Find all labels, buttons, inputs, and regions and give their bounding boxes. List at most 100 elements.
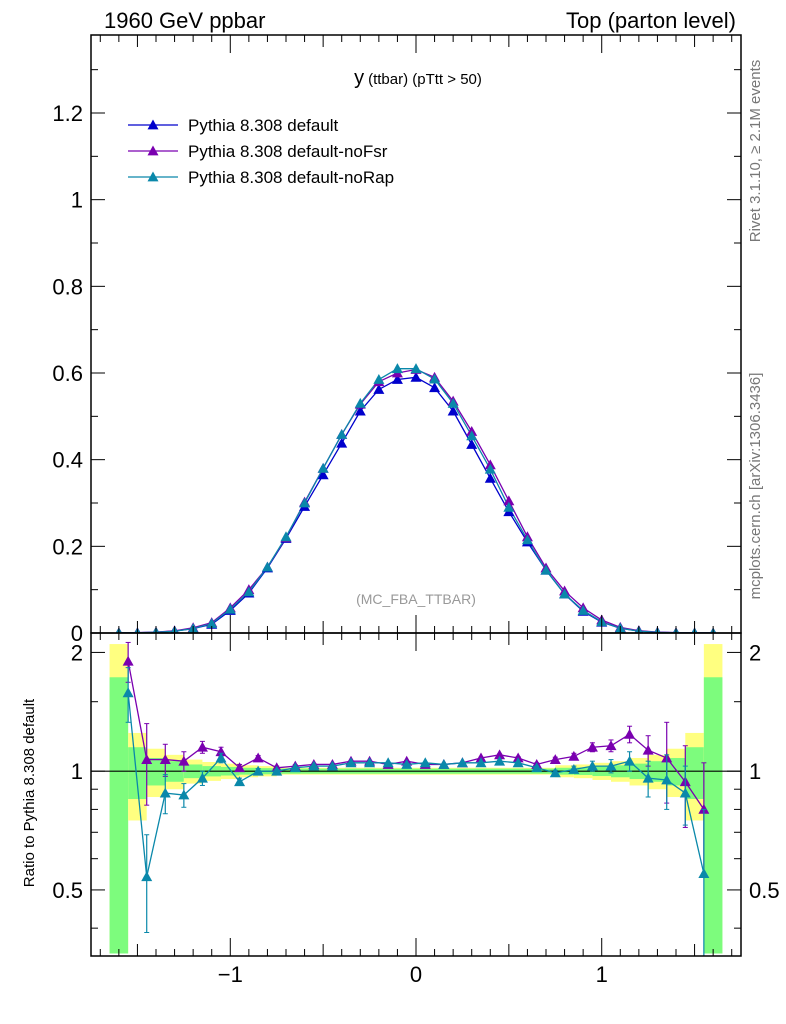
ratio-ytick-label-right: 2 — [749, 640, 761, 665]
ratio-point-noRap — [196, 772, 208, 783]
ratio-point-noRap — [456, 757, 468, 768]
main-ytick-label: 0.2 — [52, 534, 83, 559]
data-point-noRap — [336, 429, 348, 439]
ratio-point-noRap — [624, 755, 636, 766]
band-inner — [128, 747, 147, 800]
ratio-line-noRap — [127, 692, 705, 877]
data-point-noRap — [466, 430, 478, 441]
ratio-point-noRap — [586, 760, 598, 771]
band-inner — [703, 677, 723, 954]
data-point-noRap — [484, 463, 496, 474]
ratio-ytick-label: 0.5 — [52, 878, 83, 903]
ratio-point-noFsr — [141, 754, 153, 764]
data-point-noRap — [261, 561, 273, 572]
ratio-panel: −1 0 1 0.5 0.5 1 1 2 2 — [52, 632, 780, 987]
ratio-ytick-label-right: 1 — [749, 759, 761, 784]
data-point-default — [317, 469, 329, 480]
ratio-point-noFsr — [549, 754, 561, 764]
data-point-noRap — [429, 373, 441, 384]
main-ytick-label: 0 — [71, 621, 83, 646]
data-point-noRap — [540, 564, 552, 575]
header-right: Top (parton level) — [566, 8, 736, 33]
ratio-point-noFsr — [122, 655, 134, 666]
legend-marker-default — [147, 119, 159, 130]
data-point-noRap — [391, 363, 403, 374]
data-point-noRap — [206, 617, 218, 628]
xtick-label: 0 — [410, 962, 422, 987]
xtick-label: −1 — [218, 962, 243, 987]
ratio-point-noRap — [475, 757, 487, 768]
main-ytick-label: 0.6 — [52, 361, 83, 386]
data-point-noRap — [410, 363, 422, 374]
data-point-noRap — [243, 586, 255, 597]
data-point-default — [336, 437, 348, 448]
ratio-point-noFsr — [605, 740, 617, 751]
ratio-point-noRap — [234, 776, 246, 787]
data-point-default — [429, 382, 441, 393]
ratio-point-noRap — [642, 772, 654, 783]
data-point-noRap — [299, 497, 311, 508]
ratio-point-noFsr — [215, 746, 227, 757]
ratio-ytick-label-right: 0.5 — [749, 878, 780, 903]
ratio-point-noFsr — [159, 754, 171, 764]
ratio-point-noRap — [345, 757, 357, 768]
main-ytick-label: 1 — [71, 188, 83, 213]
ratio-point-noRap — [549, 767, 561, 778]
ratio-point-noFsr — [642, 744, 654, 755]
main-panel: 0 0.2 0.4 0.6 0.8 1 1.2 — [52, 34, 742, 646]
data-point-default — [410, 371, 422, 382]
legend-marker-noRap — [147, 171, 159, 182]
data-point-noRap — [521, 534, 533, 545]
ratio-point-noRap — [494, 755, 506, 766]
main-ytick-label: 1.2 — [52, 101, 83, 126]
ratio-point-noFsr — [586, 741, 598, 752]
data-point-default — [484, 472, 496, 483]
legend-label-noRap: Pythia 8.308 default-noRap — [188, 168, 394, 187]
plot-title-sub: (ttbar) (pTtt > 50) — [368, 71, 482, 88]
data-point-noRap — [354, 397, 366, 408]
band-inner — [685, 747, 704, 800]
data-point-noRap — [373, 374, 385, 384]
watermark: (MC_FBA_TTBAR) — [356, 591, 476, 607]
ratio-point-noFsr — [234, 762, 246, 773]
xtick-label: 1 — [596, 962, 608, 987]
ratio-point-noRap — [178, 789, 190, 800]
data-point-noRap — [559, 588, 571, 599]
data-point-noRap — [577, 604, 589, 615]
ratio-point-noRap — [661, 774, 673, 785]
ratio-point-noFsr — [698, 803, 710, 814]
ratio-point-noRap — [271, 765, 283, 776]
rivet-label: Rivet 3.1.10, ≥ 2.1M events — [747, 60, 764, 243]
ratio-point-noRap — [159, 787, 171, 798]
ratio-point-noFsr — [494, 749, 506, 760]
ratio-point-noRap — [326, 760, 338, 771]
main-ytick-label: 0.8 — [52, 274, 83, 299]
data-point-noRap — [447, 397, 459, 408]
legend: Pythia 8.308 default Pythia 8.308 default… — [128, 116, 394, 187]
ratio-point-noRap — [605, 760, 617, 771]
ratio-ytick-label: 1 — [71, 759, 83, 784]
ratio-point-noRap — [568, 763, 580, 774]
ratio-point-noRap — [382, 757, 394, 768]
ratio-ytick-label: 2 — [71, 640, 83, 665]
main-ytick-label: 0.4 — [52, 448, 83, 473]
data-point-default — [466, 439, 478, 449]
ratio-point-noRap — [141, 871, 153, 882]
ratio-point-noFsr — [624, 728, 636, 739]
header-left: 1960 GeV ppbar — [104, 8, 265, 33]
legend-label-noFsr: Pythia 8.308 default-noFsr — [188, 142, 388, 161]
data-point-noFsr — [503, 495, 515, 506]
legend-marker-noFsr — [147, 145, 159, 156]
ratio-point-noFsr — [252, 752, 264, 763]
data-point-default — [447, 405, 459, 416]
ratio-point-noFsr — [178, 755, 190, 766]
ratio-point-noRap — [289, 762, 301, 773]
ratio-point-noFsr — [568, 750, 580, 761]
data-point-noRap — [280, 531, 292, 542]
plot-title-main: y — [354, 67, 364, 89]
data-point-noRap — [503, 501, 515, 512]
data-point-noRap — [224, 603, 236, 614]
legend-label-default: Pythia 8.308 default — [188, 116, 339, 135]
ratio-point-noRap — [215, 752, 227, 763]
